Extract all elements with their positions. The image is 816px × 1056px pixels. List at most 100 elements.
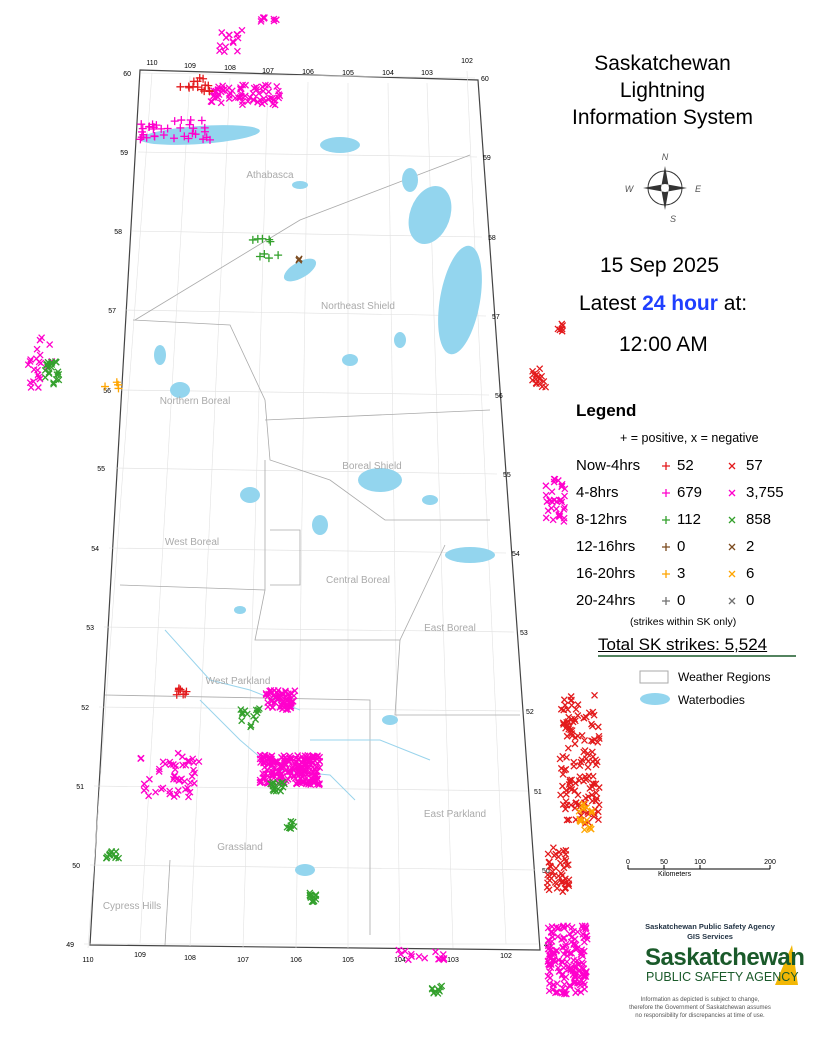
strike [575,807,583,815]
strike [662,462,670,470]
strike [238,717,246,725]
strike [114,380,123,389]
strike [547,964,555,972]
strike [552,988,560,996]
region-label: Grassland [217,842,263,853]
strike [276,772,284,780]
strike [439,950,447,958]
strike [295,255,303,263]
strike [185,120,194,129]
strike [157,124,166,133]
logo-mark [775,945,798,985]
strike [248,235,257,244]
strike [564,744,572,752]
strike [567,696,575,704]
scale-label: 100 [694,859,706,866]
strike [103,853,111,861]
strike [186,788,194,796]
strike [546,980,553,987]
lon-label: 102 [461,58,473,65]
strike [216,42,224,50]
strike [283,823,291,831]
lon-label: 109 [134,952,146,959]
strike [401,947,409,955]
strike [145,775,153,783]
strike [581,826,588,834]
strike [217,99,225,107]
strike [595,784,603,791]
strike [593,794,601,802]
lat-label: 55 [503,472,511,479]
strike [559,985,567,992]
strike [36,336,44,344]
lat-label: 56 [103,388,111,395]
strike [258,83,266,91]
strike [169,134,178,143]
strike [430,989,438,997]
strike [571,740,579,748]
legend-label: 20-24hrs [576,592,636,609]
strike [588,722,596,730]
strike [557,496,565,504]
strike [568,965,576,973]
strike [574,928,582,936]
strike [244,97,252,105]
legend-scope: (strikes within SK only) [630,616,737,628]
compass-star [643,166,687,210]
region-boundary [270,529,301,586]
strike [578,964,586,972]
graticule [139,75,191,944]
strike [395,946,403,954]
strike [589,772,597,780]
latest-text: at: [723,292,748,315]
lake [320,137,360,153]
strike [584,750,592,758]
lat-label: 51 [534,789,542,796]
strike [236,85,244,93]
strike [574,791,582,799]
date: 15 Sep 2025 [600,254,720,277]
strike [580,938,588,946]
strike [289,818,297,826]
strike [285,700,293,708]
strike [556,510,564,518]
strike [45,368,53,376]
strike [271,101,279,109]
region-boundary [164,859,171,946]
strike [145,792,153,800]
strike [582,776,590,784]
scale-label: 0 [626,859,630,866]
lat-label: 49 [66,942,74,949]
strike [434,986,442,994]
strike [268,94,276,102]
strike [552,505,560,513]
strike [577,988,585,996]
strike [295,764,303,772]
legend-positive: 3 [677,565,686,582]
strike [562,946,570,954]
strike [265,690,273,698]
legend-title: Legend [576,401,637,420]
strike [577,951,585,959]
strike [295,256,303,264]
lake [234,606,246,614]
lon-label: 102 [500,953,512,960]
legend-region-swatch [639,670,669,684]
lat-label: 59 [120,150,128,157]
strike [662,516,670,524]
strike [564,861,572,869]
title: Saskatchewan Lightning Information Syste… [560,50,765,131]
strike [286,700,294,708]
legend-label: 16-20hrs [576,565,636,582]
lon-label: 104 [394,957,406,964]
strike [186,116,195,125]
lon-label: 105 [342,70,354,77]
strike [432,948,439,956]
strike [555,848,563,856]
strike [548,488,556,496]
strike [287,817,295,825]
strike [272,16,280,24]
region-boundary [132,319,490,521]
strike [306,891,314,899]
lon-label: 103 [447,957,459,964]
